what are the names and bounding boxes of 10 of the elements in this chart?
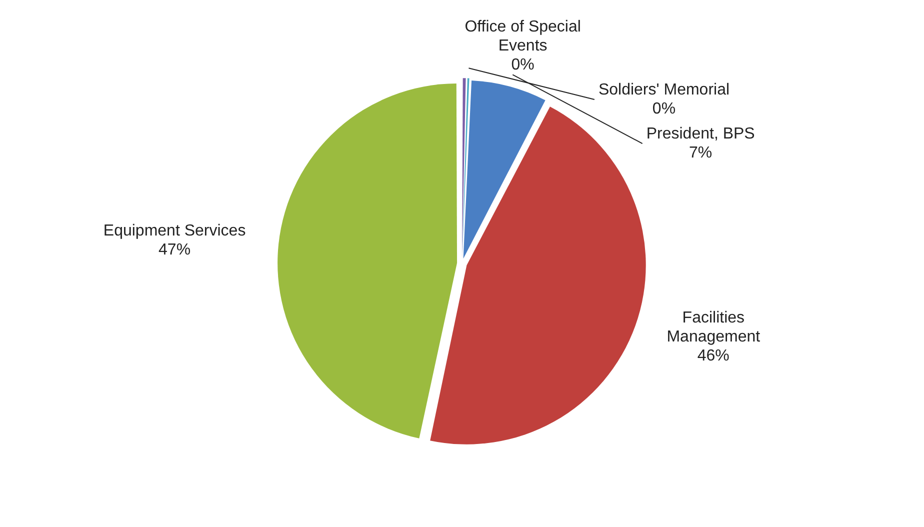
data-label: 47% [158, 242, 191, 259]
slice-label: Facilities Management [666, 309, 761, 346]
slice-label: Soldiers' Memorial [598, 81, 730, 98]
data-label: 7% [689, 144, 712, 162]
slice-label: President, BPS [646, 125, 755, 142]
slice-label: Office of Special Events [464, 18, 581, 54]
data-label: 46% [697, 347, 730, 364]
data-label: 0% [652, 100, 676, 118]
slice-label: Equipment Services [103, 222, 246, 240]
data-label: 0% [511, 56, 534, 74]
